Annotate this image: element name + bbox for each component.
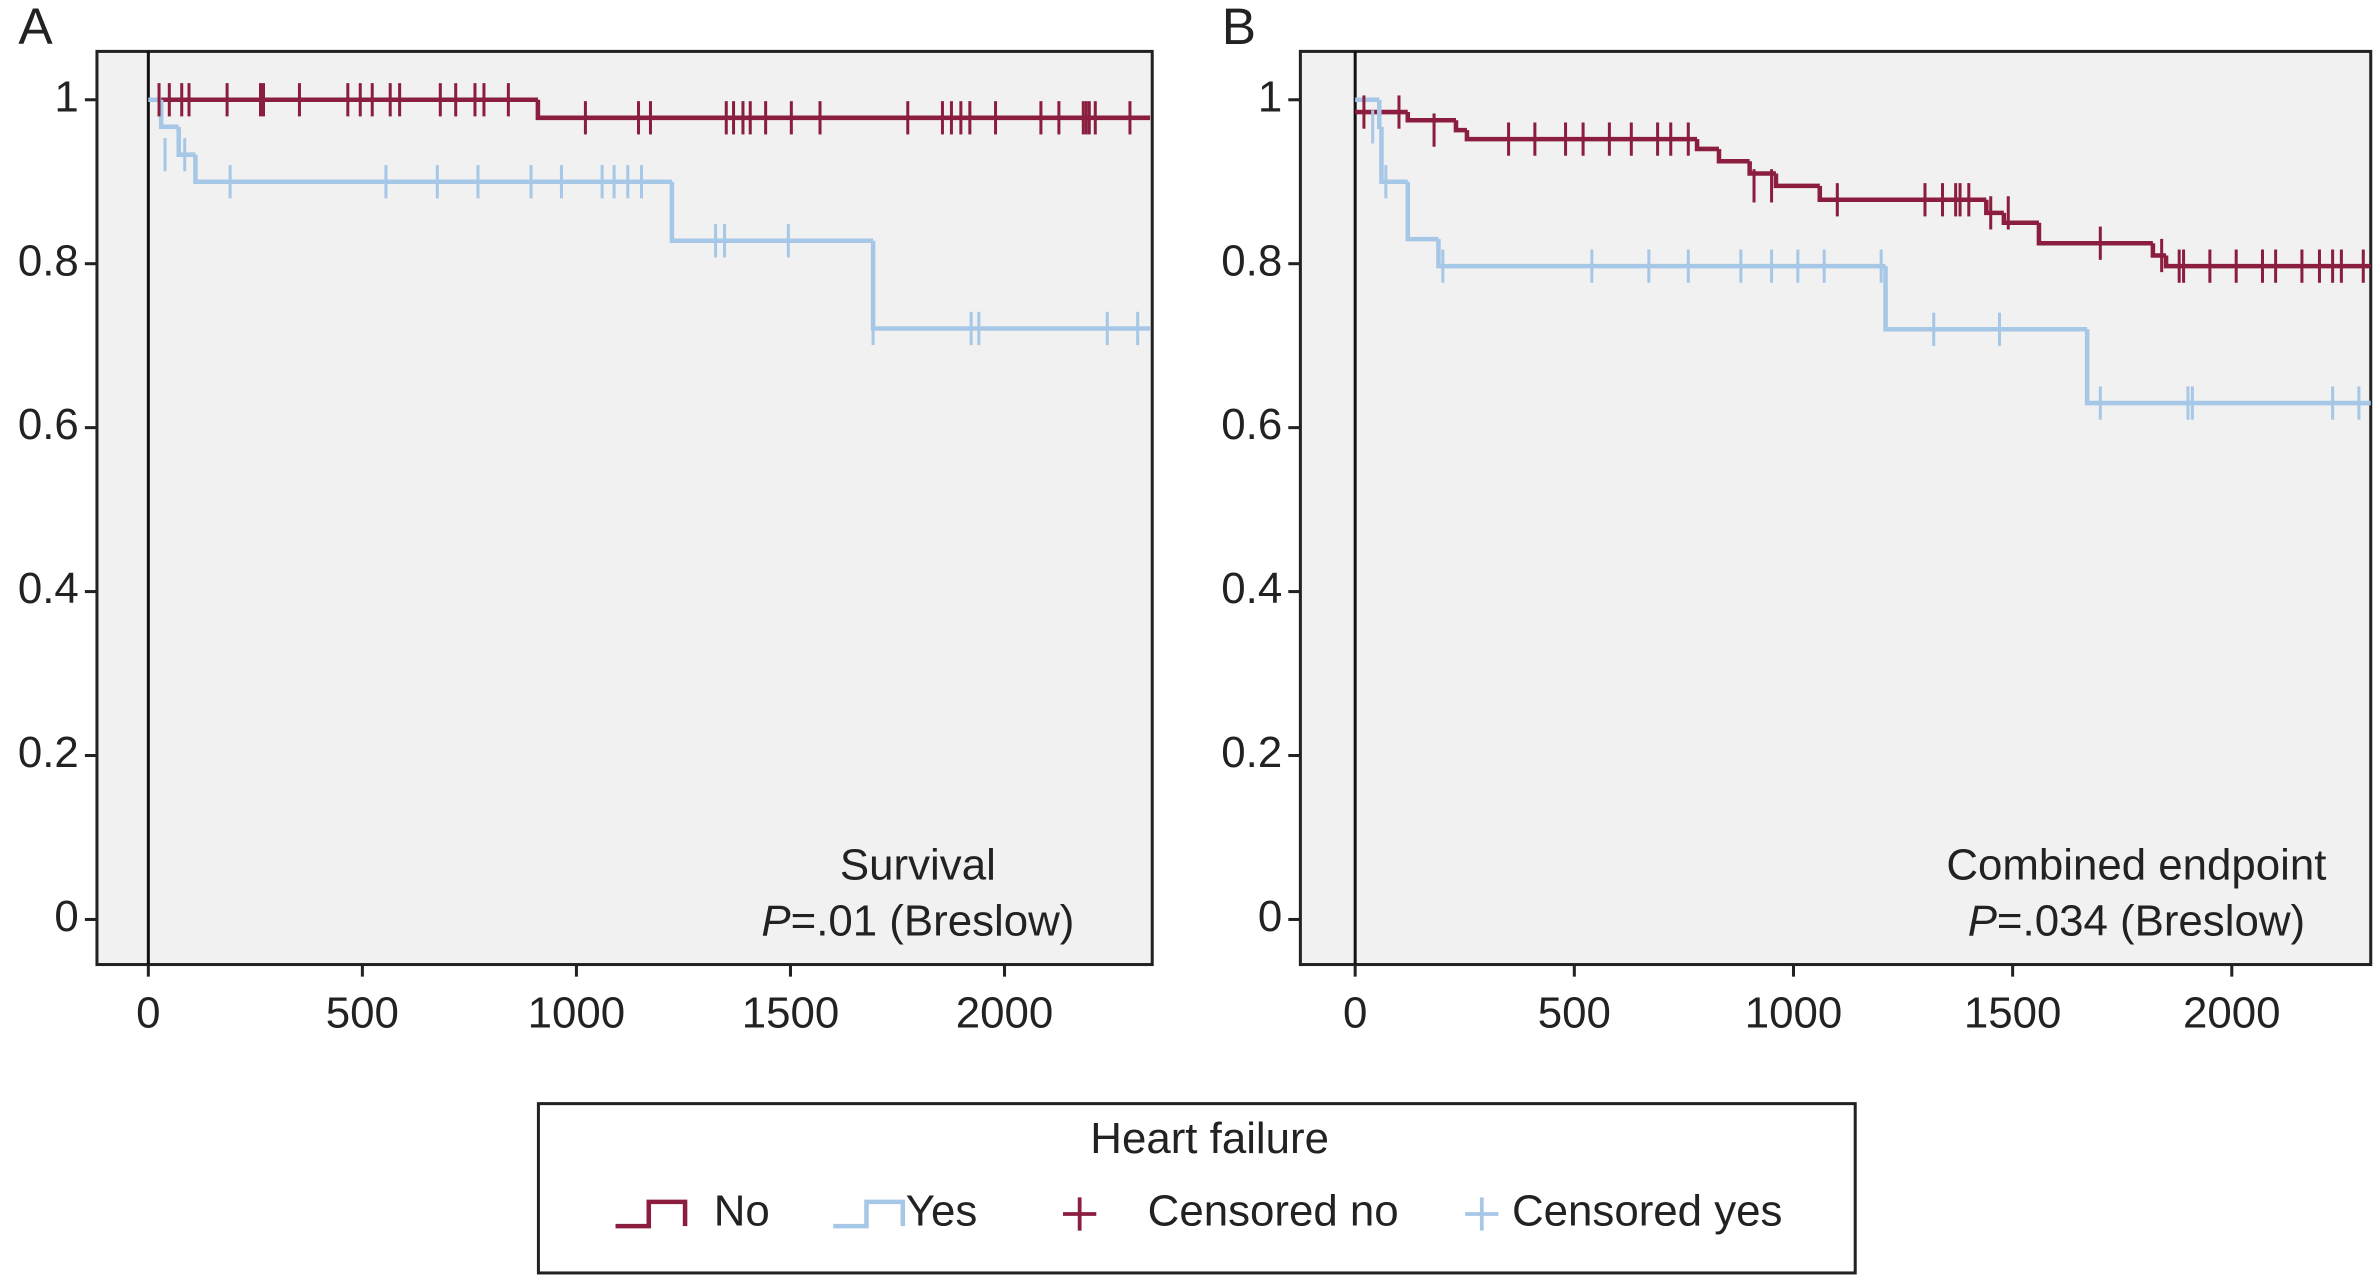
step-segment <box>2036 222 2153 246</box>
y-tick-label: 0.2 <box>1221 728 1282 777</box>
step-segment <box>176 126 196 157</box>
legend-box <box>536 1102 1857 1275</box>
y-tick-label: 1 <box>54 72 78 121</box>
step-segment <box>1453 120 1467 133</box>
legend-label: Censored yes <box>1512 1187 1782 1236</box>
p-text: =.034 (Breslow) <box>1997 896 2305 945</box>
legend-title: Heart failure <box>1090 1114 1329 1163</box>
p-value: P=.034 (Breslow) <box>1968 896 2305 945</box>
y-tick-label: 0.4 <box>1221 564 1282 613</box>
y-tick-label: 0.8 <box>18 236 79 285</box>
step-segment <box>1883 266 2088 332</box>
p-text: =.01 (Breslow) <box>791 896 1075 945</box>
legend-swatch <box>833 1199 906 1229</box>
step-segment <box>535 99 1151 121</box>
step-segment <box>1694 139 1719 152</box>
x-tick-label: 2000 <box>2183 989 2281 1038</box>
step-segment <box>158 99 179 130</box>
x-tick-label: 500 <box>326 989 399 1038</box>
panel-label: B <box>1222 0 1256 55</box>
step-segment <box>1405 112 1456 123</box>
y-tick-label: 0.6 <box>18 400 79 449</box>
step-segment <box>1405 181 1439 242</box>
p-symbol: P <box>761 896 790 945</box>
step-segment <box>1436 239 1886 269</box>
y-tick-label: 0.4 <box>18 564 79 613</box>
legend-label: Censored no <box>1148 1187 1399 1236</box>
x-tick-label: 500 <box>1538 989 1611 1038</box>
legend-label: Yes <box>906 1187 978 1236</box>
step-segment <box>1377 99 1382 130</box>
x-tick-label: 1500 <box>742 989 840 1038</box>
plot-area <box>95 49 1154 967</box>
legend-swatch <box>1063 1197 1097 1231</box>
annotation: Combined endpoint <box>1946 840 2326 889</box>
y-tick-label: 0.8 <box>1221 236 1282 285</box>
x-tick-label: 0 <box>136 989 160 1038</box>
step-segment <box>1379 126 1408 185</box>
x-tick-label: 0 <box>1343 989 1367 1038</box>
x-tick-label: 1500 <box>1964 989 2062 1038</box>
y-tick-label: 0 <box>54 892 78 941</box>
step-segment <box>1773 173 1820 189</box>
x-tick-label: 2000 <box>956 989 1054 1038</box>
step-segment <box>669 181 874 244</box>
x-tick-label: 1000 <box>1745 989 1843 1038</box>
step-segment <box>2001 212 2039 225</box>
p-symbol: P <box>1968 896 1997 945</box>
step-segment <box>1984 199 2004 216</box>
step-segment <box>1817 185 1987 203</box>
plot-area <box>1298 49 2373 967</box>
step-segment <box>2084 329 2371 406</box>
y-tick-label: 0 <box>1258 892 1282 941</box>
legend-swatch <box>1465 1197 1499 1231</box>
step-segment <box>1464 130 1698 142</box>
y-tick-label: 1 <box>1258 72 1282 121</box>
p-value: P=.01 (Breslow) <box>761 896 1074 945</box>
legend-swatch <box>615 1199 688 1229</box>
step-segment <box>193 154 672 185</box>
step-segment <box>1716 148 1750 164</box>
y-tick-label: 0.2 <box>18 728 79 777</box>
y-tick-label: 0.6 <box>1221 400 1282 449</box>
annotation: Survival <box>840 840 996 889</box>
panel-label: A <box>18 0 53 55</box>
step-segment <box>1747 161 1776 176</box>
legend-label: No <box>714 1187 770 1236</box>
x-tick-label: 1000 <box>528 989 626 1038</box>
